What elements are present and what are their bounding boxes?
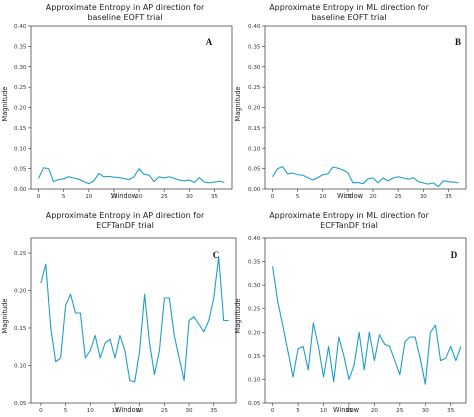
y-tick-label: 0.20 — [248, 106, 261, 112]
y-tick-label: 0.35 — [248, 260, 261, 266]
y-tick-label: 0.25 — [248, 85, 261, 91]
x-tick-label: 10 — [319, 194, 327, 200]
chart-title-line-2: ECFTanDF trial — [96, 221, 154, 230]
y-axis-label: Magnitude — [234, 87, 242, 122]
chart-panel-d: Approximate Entropy in ML direction for … — [234, 211, 467, 414]
x-tick-label: 10 — [85, 194, 93, 200]
x-tick-label: 25 — [161, 194, 169, 200]
y-tick-label: 0.25 — [248, 307, 261, 313]
x-tick-label: 35 — [445, 194, 453, 200]
chart-panel-b: Approximate Entropy in ML direction for … — [234, 3, 467, 200]
x-tick-label: 0 — [39, 408, 43, 414]
y-axis-label: Magnitude — [1, 299, 9, 334]
x-axis-label: Window — [111, 192, 138, 200]
chart-title-line-1: Approximate Entropy in AP direction for — [46, 3, 205, 12]
plot-frame — [30, 25, 233, 190]
y-tick-label: 0.40 — [14, 24, 27, 30]
y-tick-label: 0.05 — [14, 401, 27, 407]
x-axis-label: Window — [333, 406, 360, 414]
x-tick-label: 5 — [296, 408, 300, 414]
x-tick-label: 35 — [210, 408, 218, 414]
x-tick-label: 30 — [420, 194, 428, 200]
y-tick-label: 0.15 — [248, 354, 261, 360]
series-line — [38, 167, 225, 185]
x-tick-label: 0 — [271, 194, 275, 200]
y-tick-label: 0.30 — [248, 283, 261, 289]
y-tick-label: 0.10 — [14, 146, 27, 152]
y-tick-label: 0.30 — [248, 65, 261, 71]
y-tick-label: 0.10 — [14, 364, 27, 370]
x-tick-label: 5 — [62, 194, 66, 200]
x-tick-label: 35 — [447, 408, 455, 414]
x-tick-label: 0 — [271, 408, 275, 414]
chart-title-line-2: ECFTanDF trial — [320, 221, 378, 230]
y-tick-label: 0.35 — [14, 44, 27, 50]
x-tick-label: 15 — [344, 194, 352, 200]
y-tick-label: 0.40 — [248, 236, 261, 242]
y-axis-label: Magnitude — [1, 87, 9, 122]
x-tick-label: 25 — [161, 408, 169, 414]
series-line — [272, 166, 459, 188]
y-tick-label: 0.25 — [14, 85, 27, 91]
chart-panel-c: Approximate Entropy in AP direction for … — [1, 211, 237, 414]
y-tick-label: 0.05 — [14, 167, 27, 173]
x-tick-label: 35 — [211, 194, 219, 200]
x-tick-label: 15 — [111, 408, 119, 414]
x-tick-label: 25 — [396, 408, 404, 414]
y-tick-label: 0.20 — [248, 330, 261, 336]
x-tick-label: 20 — [136, 408, 144, 414]
x-tick-label: 30 — [422, 408, 430, 414]
y-tick-label: 0.15 — [248, 126, 261, 132]
y-axis-label: Magnitude — [234, 299, 242, 334]
chart-title-line-1: Approximate Entropy in AP direction for — [46, 211, 205, 220]
panel-letter: B — [455, 37, 461, 47]
y-tick-label: 0.00 — [14, 187, 27, 193]
panel-letter: D — [451, 250, 458, 260]
y-tick-label: 0.35 — [248, 44, 261, 50]
x-tick-label: 5 — [296, 194, 300, 200]
chart-title-line-2: baseline EOFT trial — [87, 13, 162, 22]
chart-panel-a: Approximate Entropy in AP direction for … — [1, 3, 233, 200]
plot-frame — [264, 25, 467, 190]
x-axis-label: Window — [115, 406, 142, 414]
panel-letter: A — [206, 37, 213, 47]
y-tick-label: 0.00 — [248, 187, 261, 193]
plot-frame — [264, 237, 467, 404]
x-tick-label: 10 — [320, 408, 328, 414]
y-tick-label: 0.10 — [248, 146, 261, 152]
y-tick-label: 0.15 — [14, 126, 27, 132]
y-tick-label: 0.15 — [14, 326, 27, 332]
y-tick-label: 0.10 — [248, 377, 261, 383]
x-tick-label: 20 — [135, 194, 143, 200]
plot-frame — [30, 237, 237, 404]
x-tick-label: 25 — [395, 194, 403, 200]
chart-title-line-2: baseline EOFT trial — [311, 13, 386, 22]
y-tick-label: 0.20 — [14, 106, 27, 112]
panel-letter: C — [213, 250, 220, 260]
x-tick-label: 30 — [186, 408, 194, 414]
x-tick-label: 5 — [64, 408, 68, 414]
x-tick-label: 0 — [37, 194, 41, 200]
y-tick-label: 0.40 — [248, 24, 261, 30]
y-tick-label: 0.05 — [248, 167, 261, 173]
x-tick-label: 15 — [110, 194, 118, 200]
y-tick-label: 0.25 — [14, 251, 27, 257]
chart-title-line-1: Approximate Entropy in ML direction for — [269, 3, 429, 12]
series-line — [40, 256, 229, 383]
x-tick-label: 10 — [87, 408, 95, 414]
series-line — [272, 266, 462, 385]
y-tick-label: 0.30 — [14, 65, 27, 71]
x-axis-label: Window — [337, 192, 364, 200]
x-tick-label: 30 — [186, 194, 194, 200]
y-tick-label: 0.05 — [248, 401, 261, 407]
x-tick-label: 20 — [371, 408, 379, 414]
y-tick-label: 0.20 — [14, 289, 27, 295]
x-tick-label: 15 — [345, 408, 353, 414]
x-tick-label: 20 — [369, 194, 377, 200]
chart-title-line-1: Approximate Entropy in ML direction for — [269, 211, 429, 220]
